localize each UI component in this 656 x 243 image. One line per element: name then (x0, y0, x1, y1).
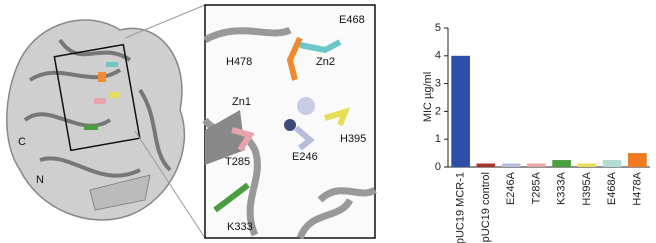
y-tick-label: 0 (435, 161, 441, 173)
protein-overview (6, 4, 206, 239)
bar (451, 55, 470, 167)
bar (577, 163, 597, 167)
y-tick-label: 3 (435, 78, 441, 90)
structure-label: K333 (227, 221, 253, 233)
x-tick-label: K333A (556, 171, 568, 205)
structure-label: H395 (340, 133, 366, 145)
x-tick-label: H478A (631, 171, 643, 205)
y-tick-label: 4 (435, 50, 441, 62)
bar (552, 160, 571, 167)
x-tick-label: E246A (505, 171, 517, 205)
structure-label: T285 (225, 156, 250, 168)
protein-zoom (202, 4, 377, 240)
x-tick-label: E468A (606, 171, 618, 205)
structure-label: Zn1 (232, 96, 251, 108)
bar (501, 163, 521, 167)
structure-label: Zn2 (316, 56, 335, 68)
x-tick-label: pUC19 MCR-1 (455, 172, 467, 243)
x-tick-label: H395A (581, 171, 593, 205)
structure-label: H478 (226, 56, 252, 68)
structure-label: E468 (339, 14, 365, 26)
bar (628, 153, 647, 167)
y-axis-label: MIC µg/ml (422, 72, 434, 122)
structure-label: E246 (292, 151, 318, 163)
bar (602, 160, 622, 167)
bar (476, 163, 496, 167)
structure-label: C (18, 136, 26, 148)
y-tick-label: 2 (435, 105, 441, 117)
y-tick-label: 1 (435, 133, 441, 145)
y-tick-label: 5 (435, 22, 441, 34)
structure-label: N (36, 174, 44, 186)
x-tick-label: pUC19 control (480, 172, 492, 242)
bar (527, 163, 546, 167)
x-tick-label: T285A (530, 171, 542, 204)
